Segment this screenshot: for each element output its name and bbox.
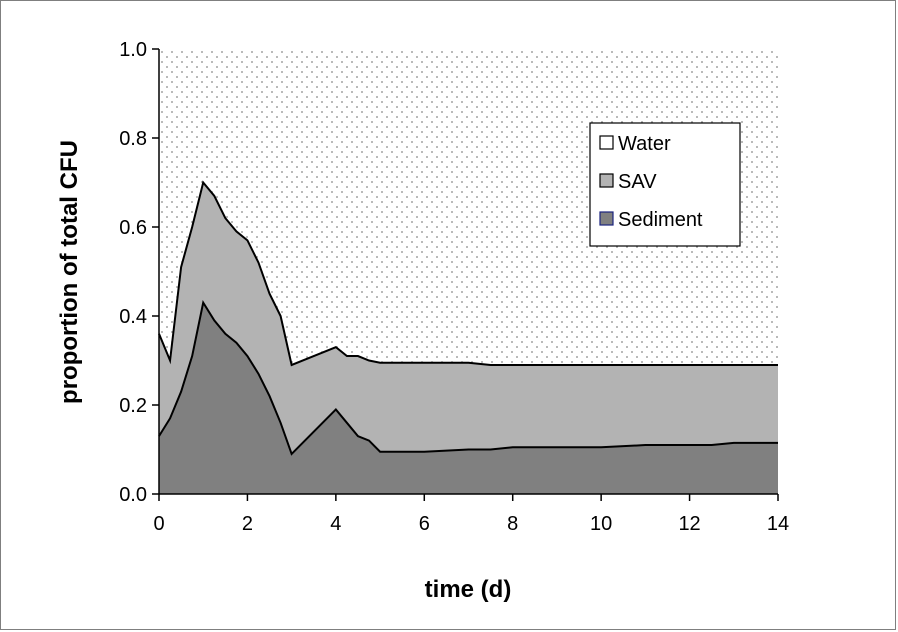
x-tick-label: 12: [678, 513, 700, 535]
axes-layer: [158, 49, 778, 495]
legend: Water SAV Sediment: [589, 122, 741, 247]
legend-swatch-sav: [599, 173, 614, 188]
x-tick-label: 8: [507, 513, 518, 535]
x-tick-label: 14: [767, 513, 789, 535]
sav-area: [159, 182, 778, 454]
legend-swatch-water: [599, 135, 614, 150]
legend-box: [589, 122, 741, 247]
y-axis-title: proportion of total CFU: [56, 140, 83, 404]
x-tick-label: 6: [419, 513, 430, 535]
ticks-layer: 0.0 0.2 0.4 0.6 0.8 1.0 0 2 4 6 8 10 12 14: [119, 39, 789, 535]
sediment-top-line: [158, 299, 778, 456]
y-tick-label: 0.6: [119, 217, 147, 239]
x-tick-label: 10: [590, 513, 612, 535]
legend-swatch-sediment: [599, 211, 614, 226]
y-tick-label: 1.0: [119, 39, 147, 61]
series-layer: [158, 49, 778, 494]
y-tick-label: 0.4: [119, 306, 147, 328]
y-tick-label: 0.2: [119, 395, 147, 417]
legend-label-sediment: Sediment: [618, 209, 703, 231]
y-tick-label: 0.0: [119, 484, 147, 506]
x-tick-label: 0: [153, 513, 164, 535]
legend-label-water: Water: [618, 133, 671, 155]
legend-label-sav: SAV: [618, 171, 657, 193]
x-tick-label: 4: [330, 513, 341, 535]
sav-top-line: [158, 180, 778, 367]
y-tick-label: 0.8: [119, 128, 147, 150]
x-tick-label: 2: [242, 513, 253, 535]
x-axis-title: time (d): [425, 576, 512, 603]
